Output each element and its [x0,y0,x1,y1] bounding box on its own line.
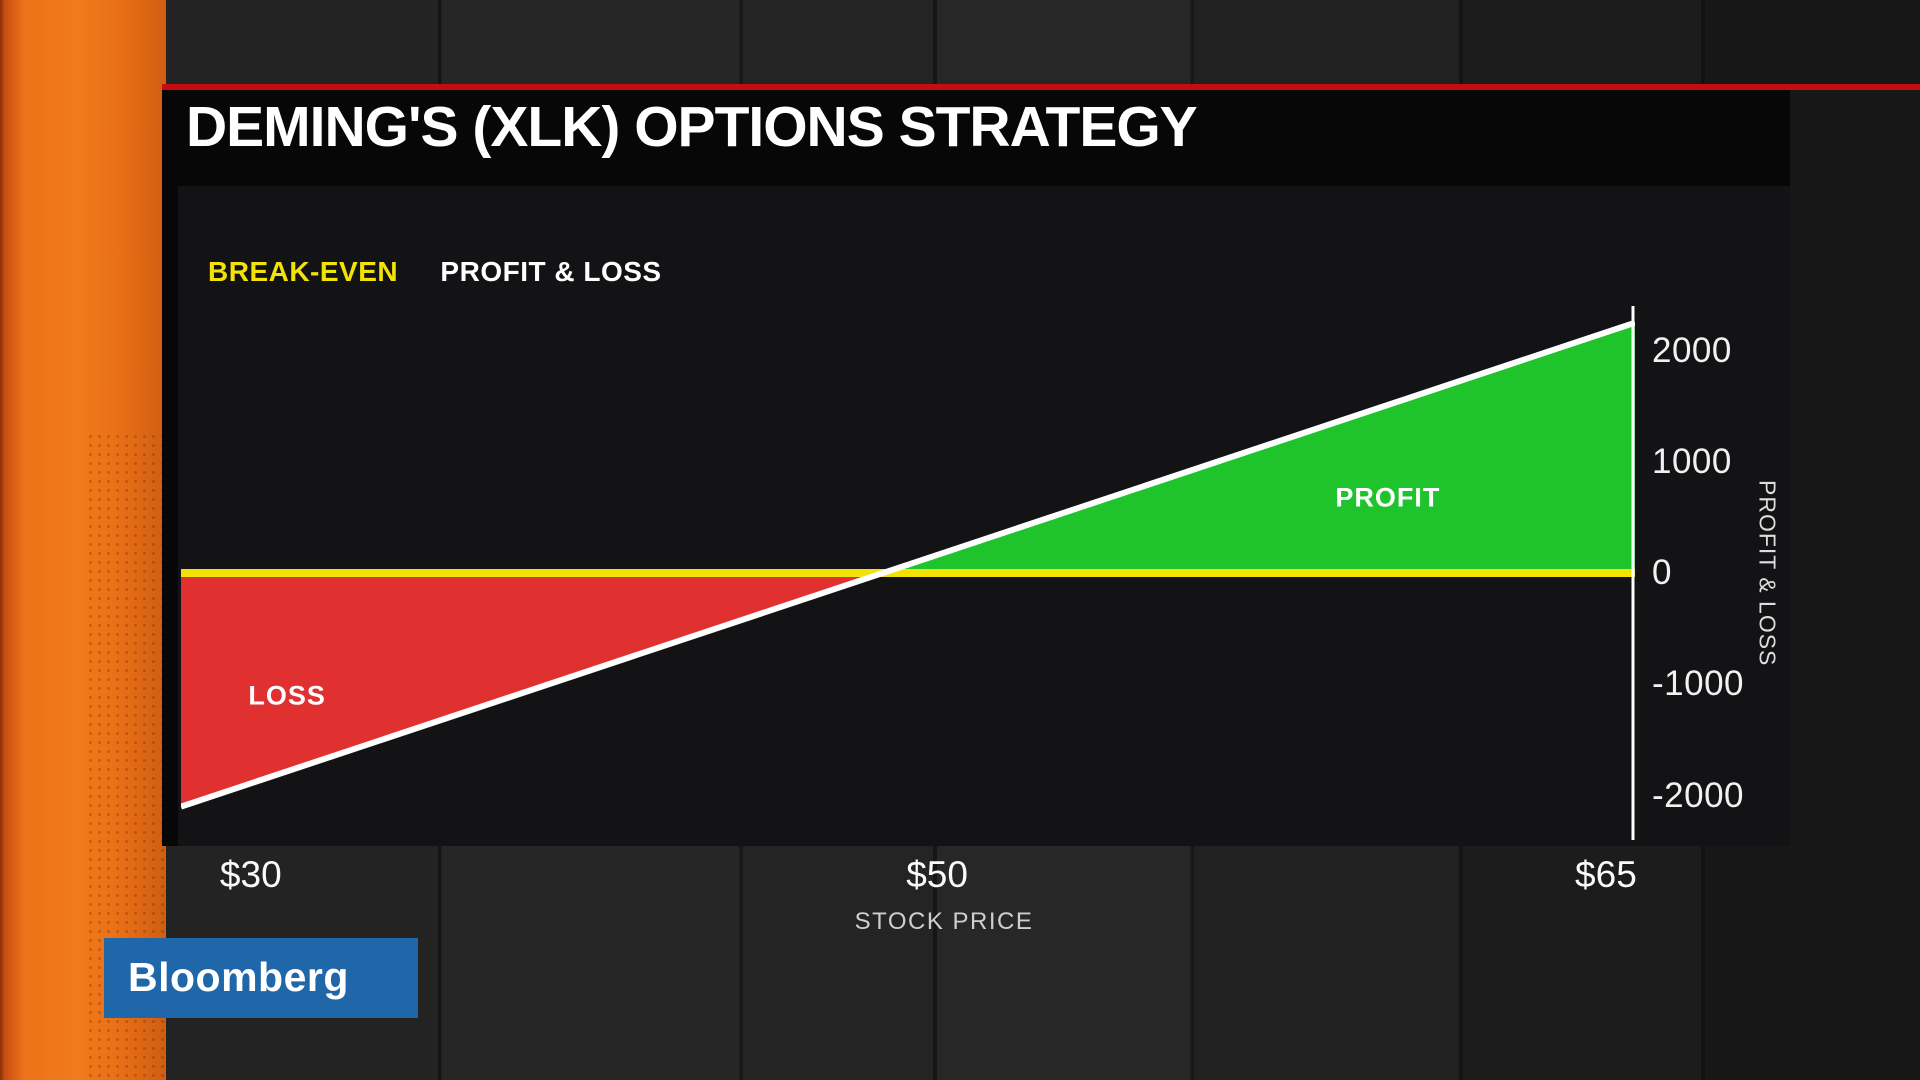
y-tick-label: -2000 [1652,775,1745,815]
profit-label: PROFIT [1335,482,1441,513]
y-tick-label: -1000 [1652,664,1745,704]
loss-label: LOSS [248,680,326,711]
x-tick-label: $65 [1575,854,1637,895]
chart-legend: BREAK-EVEN PROFIT & LOSS [208,256,696,288]
y-tick-label: 1000 [1652,441,1732,481]
x-tick-label: $50 [906,854,968,895]
payoff-plot: LOSS PROFIT [181,306,1635,840]
x-axis-tick-labels: $30 $50 $65 [181,854,1637,900]
legend-profit-loss: PROFIT & LOSS [440,256,662,287]
chart-title: DEMING'S (XLK) OPTIONS STRATEGY [186,95,1198,159]
x-tick-label: $30 [219,854,282,895]
bloomberg-logo: Bloomberg [104,938,418,1018]
y-tick-label: 2000 [1652,330,1732,370]
payoff-line [181,319,1635,810]
y-axis-tick-labels: 2000 1000 0 -1000 -2000 [1652,306,1792,840]
y-tick-label: 0 [1652,553,1672,592]
y-axis-title: PROFIT & LOSS [1754,479,1781,667]
bloomberg-orange-sidebar [0,0,166,1080]
payoff-chart-svg [181,306,1635,840]
x-axis-title: STOCK PRICE [854,908,1034,935]
legend-break-even: BREAK-EVEN [208,256,399,287]
red-accent-line [162,84,1920,90]
